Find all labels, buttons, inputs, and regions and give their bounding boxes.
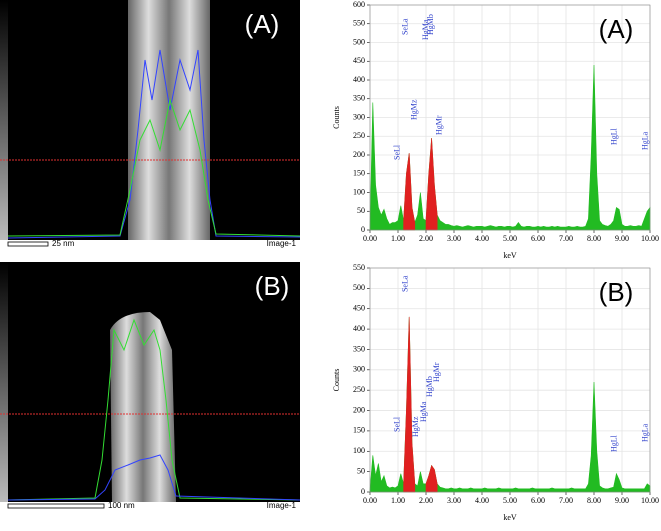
image-label: (B) xyxy=(255,271,290,301)
x-tick-label: 9.00 xyxy=(615,496,629,505)
y-tick-label: 300 xyxy=(353,112,365,121)
x-tick-label: 6.00 xyxy=(531,496,545,505)
x-tick-label: 8.00 xyxy=(587,234,601,243)
x-tick-label: 0.00 xyxy=(363,234,377,243)
y-axis-label: Counts xyxy=(332,106,341,129)
x-tick-label: 5.00 xyxy=(503,496,517,505)
y-tick-label: 400 xyxy=(353,324,365,333)
image-caption: Image-1 xyxy=(267,239,297,248)
y-tick-label: 550 xyxy=(353,19,365,28)
x-tick-label: 10.00 xyxy=(641,234,659,243)
peak-annotation: SeLl xyxy=(393,416,402,432)
y-tick-label: 600 xyxy=(353,0,365,9)
spectrum-area xyxy=(403,153,416,231)
peak-annotation: HgMb xyxy=(426,14,435,35)
y-tick-label: 450 xyxy=(353,304,365,313)
peak-annotation: HgMa xyxy=(421,19,430,40)
y-tick-label: 50 xyxy=(357,206,365,215)
peak-annotation: HgLl xyxy=(610,127,619,145)
y-tick-label: 200 xyxy=(353,405,365,414)
y-tick-label: 500 xyxy=(353,37,365,46)
x-tick-label: 6.00 xyxy=(531,234,545,243)
y-tick-label: 150 xyxy=(353,169,365,178)
plot-frame xyxy=(369,267,651,493)
peak-annotation: HgLa xyxy=(640,131,649,150)
peak-annotation: HgMr xyxy=(432,362,441,382)
x-tick-label: 7.00 xyxy=(559,496,573,505)
spectrum-area xyxy=(369,316,651,493)
y-tick-label: 0 xyxy=(361,487,365,496)
spectrum-area xyxy=(369,64,651,231)
y-tick-label: 450 xyxy=(353,56,365,65)
x-tick-label: 7.00 xyxy=(559,234,573,243)
x-axis-label: keV xyxy=(503,251,517,260)
x-tick-label: 2.00 xyxy=(419,234,433,243)
y-tick-label: 550 xyxy=(353,263,365,272)
y-tick-label: 250 xyxy=(353,385,365,394)
image-a: (A) 25 nm Image-1 xyxy=(0,0,301,248)
image-label: (A) xyxy=(245,9,280,39)
peak-annotation: HgMz xyxy=(411,416,420,437)
scale-bar-label: 100 nm xyxy=(108,501,135,510)
peak-annotation: HgMz xyxy=(409,99,418,120)
x-tick-label: 4.00 xyxy=(475,496,489,505)
y-tick-label: 100 xyxy=(353,446,365,455)
peak-annotation: SeLa xyxy=(400,18,409,35)
x-tick-label: 5.00 xyxy=(503,234,517,243)
plot-frame xyxy=(369,4,651,231)
y-axis-label: Counts xyxy=(332,369,341,392)
x-tick-label: 1.00 xyxy=(391,234,405,243)
y-tick-label: 0 xyxy=(361,225,365,234)
y-tick-label: 350 xyxy=(353,94,365,103)
y-tick-label: 300 xyxy=(353,365,365,374)
y-tick-label: 150 xyxy=(353,426,365,435)
y-tick-label: 250 xyxy=(353,131,365,140)
y-tick-label: 400 xyxy=(353,75,365,84)
peak-annotation: HgMb xyxy=(425,376,434,397)
x-tick-label: 4.00 xyxy=(475,234,489,243)
x-tick-label: 10.00 xyxy=(641,496,659,505)
x-tick-label: 8.00 xyxy=(587,496,601,505)
spectrum-area xyxy=(403,316,416,493)
y-tick-label: 200 xyxy=(353,150,365,159)
scale-bar-label: 25 nm xyxy=(52,239,75,248)
x-tick-label: 1.00 xyxy=(391,496,405,505)
x-tick-label: 2.00 xyxy=(419,496,433,505)
x-axis-label: keV xyxy=(503,513,517,522)
spectrum-area xyxy=(425,464,438,493)
peak-annotation: HgMa xyxy=(419,401,428,422)
image-b: (B) 100 nm Image-1 xyxy=(0,262,301,510)
y-tick-label: 50 xyxy=(357,466,365,475)
y-tick-label: 350 xyxy=(353,344,365,353)
spectrum-area xyxy=(425,138,438,231)
y-tick-label: 500 xyxy=(353,283,365,292)
peak-annotation: SeLa xyxy=(400,275,409,292)
chart-label: (A) xyxy=(599,14,634,44)
y-tick-label: 100 xyxy=(353,187,365,196)
x-tick-label: 0.00 xyxy=(363,496,377,505)
chart-label: (B) xyxy=(599,277,634,307)
peak-annotation: HgLl xyxy=(610,434,619,452)
x-tick-label: 9.00 xyxy=(615,234,629,243)
peak-annotation: SeLl xyxy=(393,144,402,160)
peak-annotation: HgLa xyxy=(640,423,649,442)
peak-annotation: HgMr xyxy=(435,115,444,135)
x-tick-label: 3.00 xyxy=(447,234,461,243)
image-caption: Image-1 xyxy=(267,501,297,510)
x-tick-label: 3.00 xyxy=(447,496,461,505)
